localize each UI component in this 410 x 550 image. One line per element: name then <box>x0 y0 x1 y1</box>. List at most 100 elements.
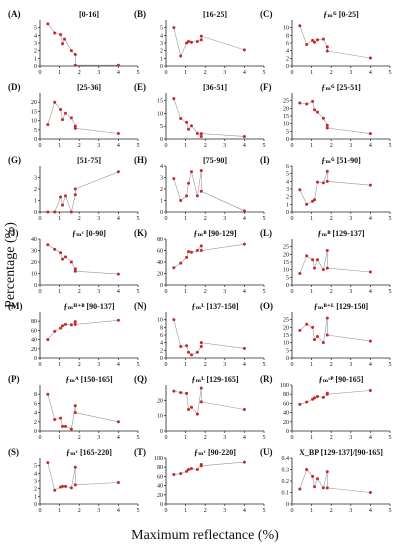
data-point <box>368 56 372 60</box>
data-point <box>199 34 203 38</box>
x-tick-label: 4 <box>117 362 120 368</box>
x-tick-label: 0 <box>165 143 168 149</box>
x-tick-label: 4 <box>117 435 120 441</box>
panel-title: ƒₘᴳ [25-51] <box>321 83 361 92</box>
data-point <box>61 42 65 46</box>
data-point <box>311 38 315 42</box>
data-point <box>199 464 203 468</box>
y-tick-label: 10 <box>31 119 37 125</box>
data-point <box>195 249 199 252</box>
data-point <box>179 345 183 348</box>
data-point <box>179 117 183 121</box>
x-tick-label: 5 <box>263 362 266 368</box>
y-tick-label: 0.3 <box>282 468 290 474</box>
data-point <box>313 198 317 202</box>
y-tick-label: 60 <box>31 328 37 334</box>
x-tick-label: 5 <box>137 435 140 441</box>
data-point <box>321 486 325 490</box>
data-point <box>199 132 203 136</box>
x-tick-label: 0 <box>165 70 168 76</box>
panel-title: ƒₘᴸ [137-150] <box>192 302 239 311</box>
panel-letter: (R) <box>260 374 273 384</box>
data-point <box>313 396 317 400</box>
y-tick-label: 2 <box>286 195 289 201</box>
data-point <box>116 318 120 322</box>
data-point <box>325 486 329 490</box>
data-point <box>185 469 189 473</box>
x-tick-label: 2 <box>330 508 333 514</box>
y-tick-label: 3 <box>34 176 37 182</box>
y-tick-label: 20 <box>283 420 289 426</box>
y-tick-label: 0 <box>286 356 289 362</box>
x-tick-label: 2 <box>330 435 333 441</box>
data-point <box>73 53 77 56</box>
data-point <box>313 266 317 270</box>
x-tick-label: 3 <box>97 362 100 368</box>
panel-m: (M) ƒₘᴴ⁺ᴮ [90-137] 0 1 2 3 4 5 0 20 40 60 80 <box>8 301 140 368</box>
x-tick-label: 2 <box>78 435 81 441</box>
panel-title: ƒₘᴴ⁺ᴮ [90-137] <box>64 302 115 311</box>
y-tick-label: 60 <box>157 474 163 480</box>
x-tick-label: 0 <box>291 216 294 222</box>
y-tick-label: 2 <box>34 187 37 193</box>
data-point <box>116 170 120 174</box>
series-line <box>173 27 245 57</box>
x-tick-label: 4 <box>117 216 120 222</box>
data-point <box>73 322 77 326</box>
data-point <box>172 97 176 101</box>
data-point <box>69 323 73 327</box>
x-tick-label: 2 <box>78 508 81 514</box>
y-tick-label: 10 <box>31 272 37 278</box>
panel-letter: (E) <box>134 82 146 92</box>
figure-x-axis-label: Maximum reflectance (%) <box>131 528 279 543</box>
y-tick-label: 2 <box>34 49 37 55</box>
x-tick-label: 5 <box>137 362 140 368</box>
y-tick-label: 0 <box>34 356 37 362</box>
data-point <box>199 341 203 345</box>
panel-letter: (M) <box>8 301 23 311</box>
data-point <box>172 26 176 30</box>
panel-q: (Q) ƒₘᴸ [129-165] 0 1 2 3 4 5 0 10 20 <box>134 374 266 441</box>
data-point <box>73 411 77 415</box>
y-tick-label: 40 <box>157 484 163 490</box>
x-tick-label: 0 <box>39 289 42 295</box>
y-tick-label: 20 <box>31 260 37 266</box>
panel-title: [0-16] <box>79 10 99 19</box>
x-tick-label: 4 <box>243 289 246 295</box>
data-point <box>61 324 65 328</box>
data-point <box>63 322 67 326</box>
data-point <box>199 400 203 404</box>
x-tick-label: 3 <box>349 289 352 295</box>
data-point <box>187 250 191 254</box>
data-point <box>325 392 329 396</box>
y-tick-label: 0 <box>34 283 37 289</box>
x-tick-label: 2 <box>204 435 207 441</box>
data-point <box>63 37 66 41</box>
y-tick-label: 80 <box>31 319 37 325</box>
x-tick-label: 4 <box>369 362 372 368</box>
y-tick-label: 0 <box>160 64 163 70</box>
x-tick-label: 0 <box>165 508 168 514</box>
y-tick-label: 0 <box>160 210 163 216</box>
y-tick-label: 0 <box>286 137 289 143</box>
x-tick-label: 3 <box>97 435 100 441</box>
data-point <box>368 270 372 274</box>
y-tick-label: 40 <box>31 237 37 243</box>
x-tick-label: 5 <box>137 143 140 149</box>
series-line <box>299 390 371 405</box>
series-line <box>173 170 245 212</box>
y-tick-label: 5 <box>34 128 37 134</box>
x-tick-label: 0 <box>165 216 168 222</box>
y-tick-label: 5 <box>34 26 37 32</box>
data-point <box>315 180 319 184</box>
data-point <box>298 188 302 192</box>
y-tick-label: 4 <box>160 164 163 170</box>
panel-title: ƒₘᶜ [90-220] <box>194 448 236 457</box>
data-point <box>116 481 120 485</box>
y-tick-label: 25 <box>283 318 289 324</box>
x-tick-label: 0 <box>39 362 42 368</box>
data-point <box>199 249 203 252</box>
